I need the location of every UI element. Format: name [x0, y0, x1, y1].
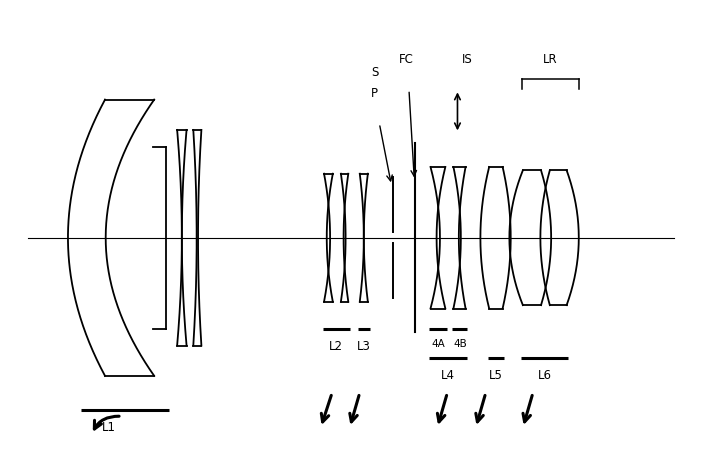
- Text: 4B: 4B: [453, 339, 467, 349]
- Text: P: P: [371, 86, 378, 100]
- Text: L2: L2: [329, 340, 343, 353]
- Text: 4A: 4A: [432, 339, 446, 349]
- Text: LR: LR: [543, 53, 557, 66]
- Text: L3: L3: [357, 340, 371, 353]
- Text: FC: FC: [399, 53, 413, 66]
- Text: L4: L4: [441, 369, 455, 382]
- Text: IS: IS: [461, 53, 472, 66]
- Text: S: S: [371, 67, 378, 79]
- Text: L5: L5: [489, 369, 503, 382]
- Text: L1: L1: [101, 421, 115, 434]
- Text: L6: L6: [538, 369, 551, 382]
